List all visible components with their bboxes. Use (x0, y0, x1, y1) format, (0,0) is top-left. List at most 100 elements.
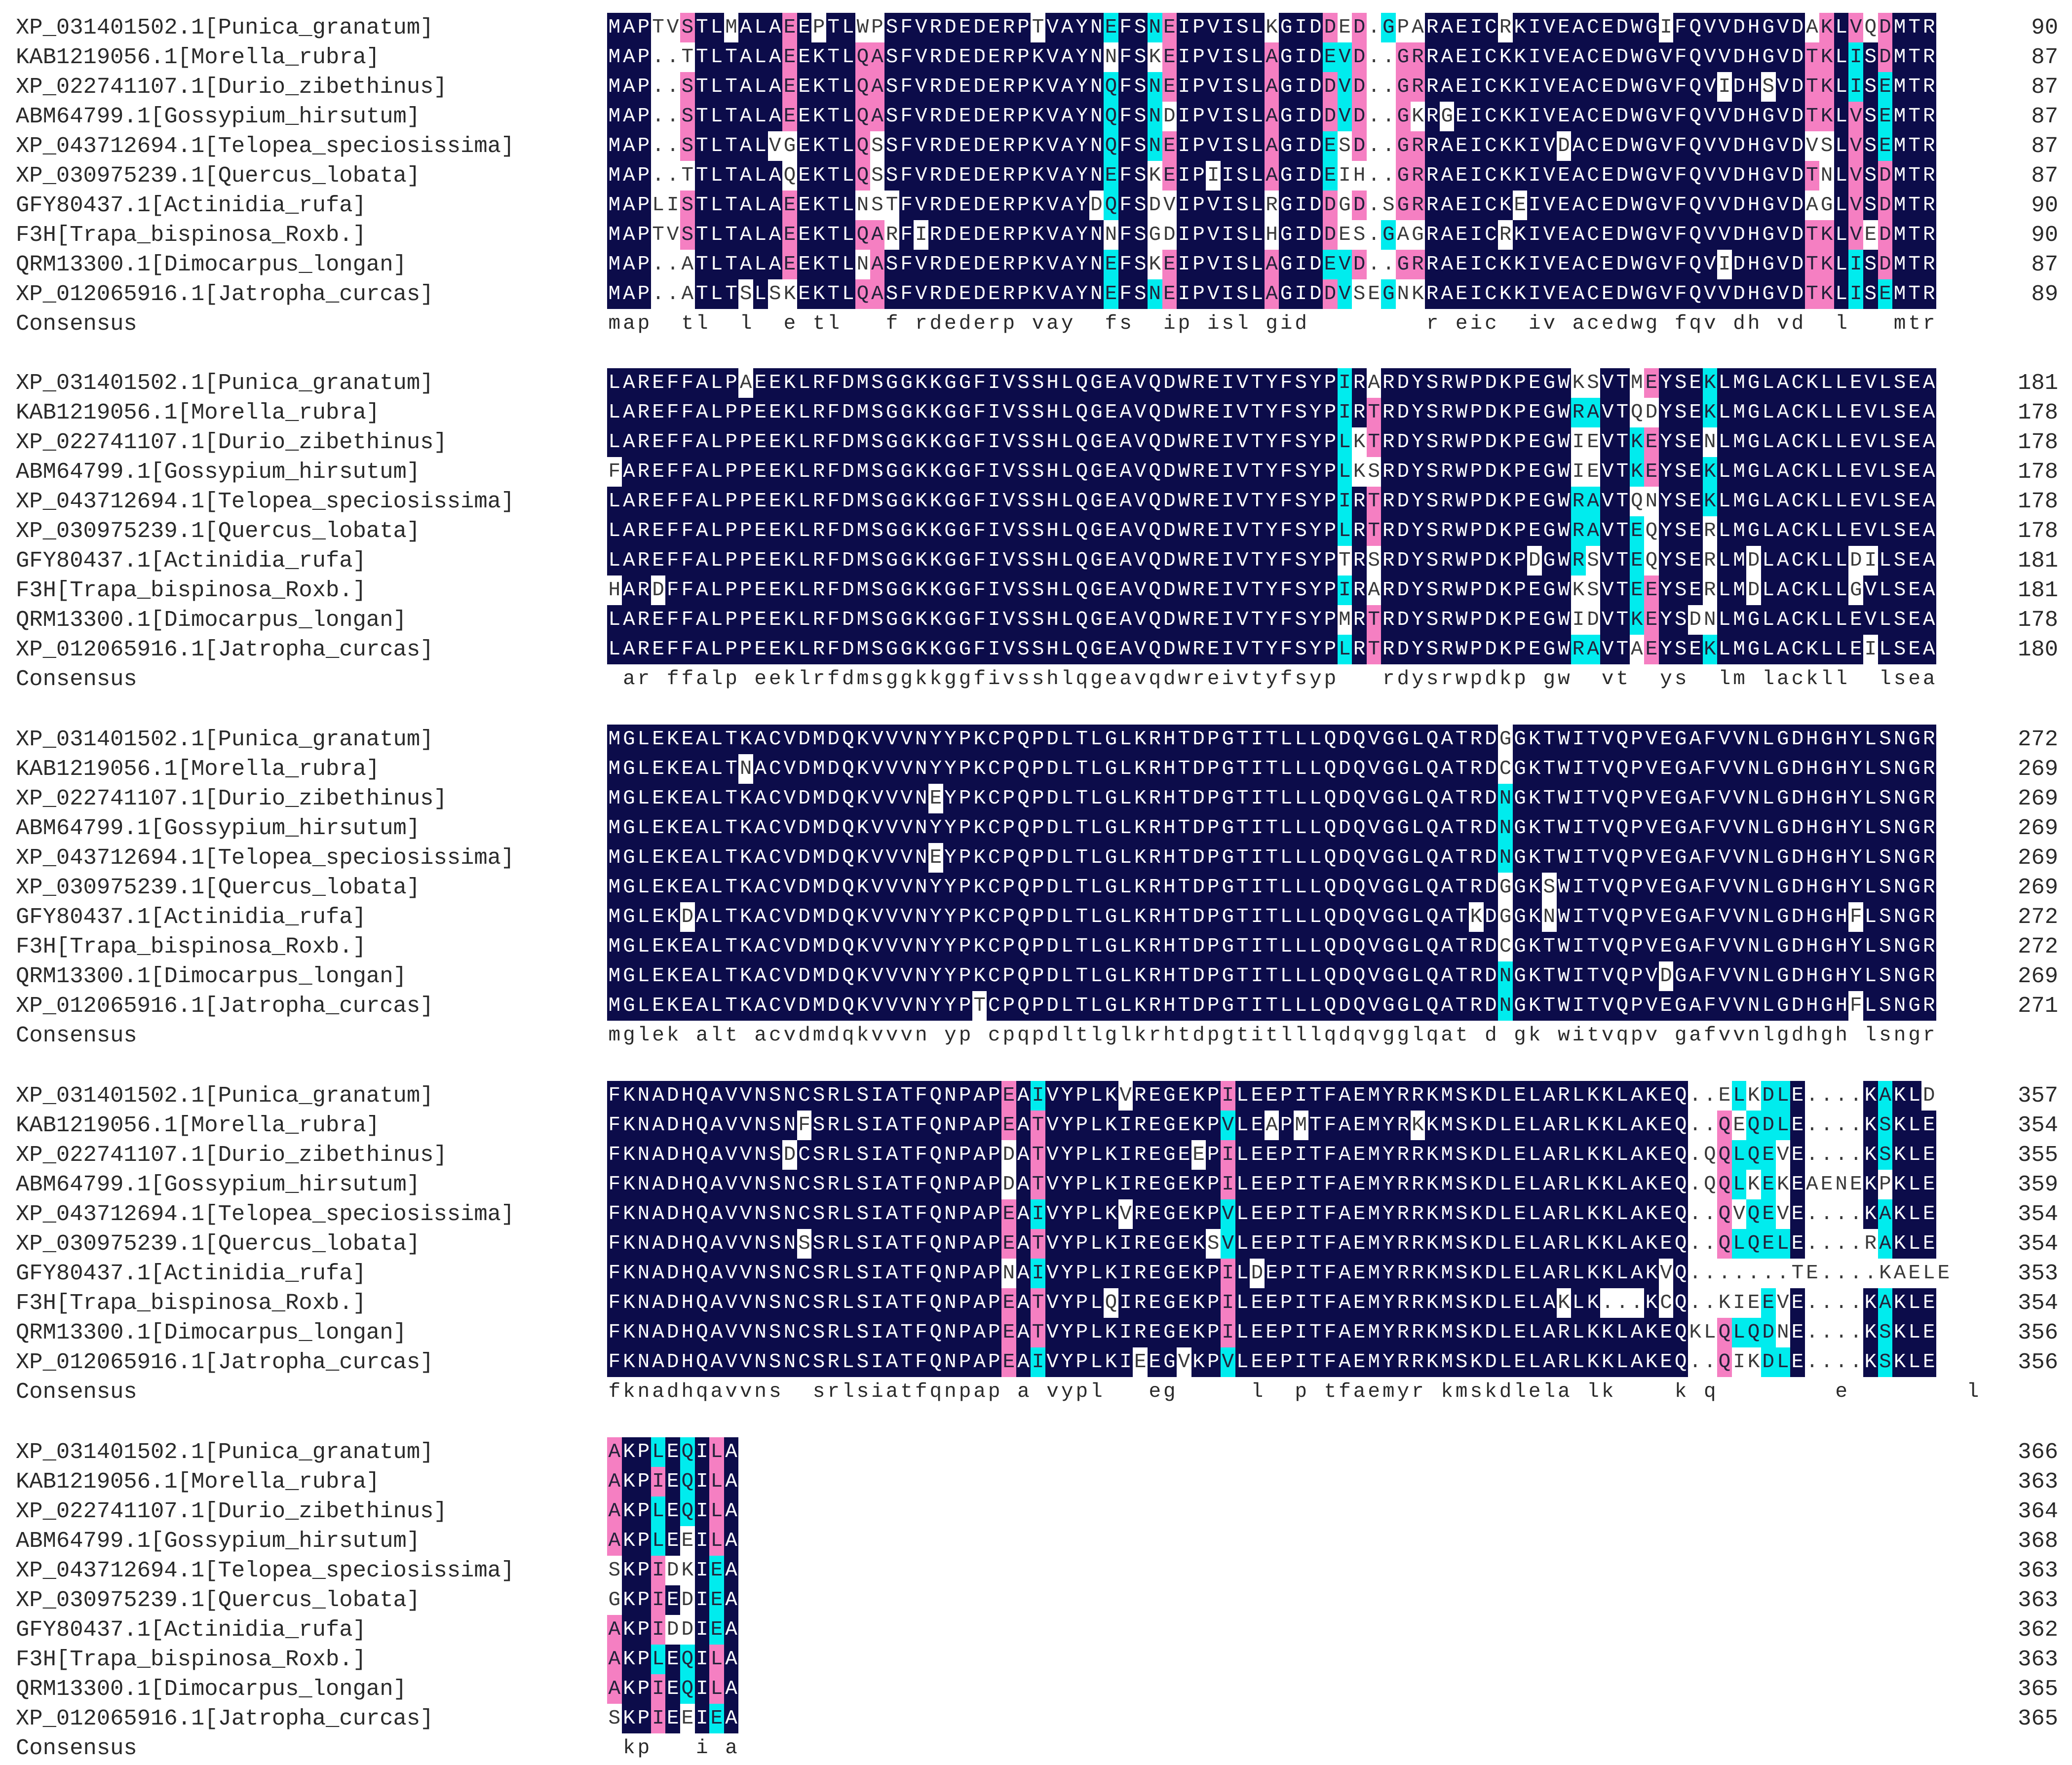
residue: P (1323, 487, 1338, 516)
residue: C (1483, 42, 1498, 72)
consensus-residue (1381, 309, 1396, 339)
residue: H (1045, 605, 1060, 635)
residue: D (1483, 1199, 1498, 1229)
consensus-residue: l (1879, 668, 1891, 691)
consensus-residue: g (1163, 1381, 1176, 1403)
residue: L (1819, 457, 1834, 487)
residue: A (680, 250, 695, 279)
consensus-residue: l (1835, 668, 1847, 691)
residue: K (928, 635, 943, 664)
residue: L (1834, 102, 1849, 131)
residue: F (1279, 427, 1294, 457)
residue: T (1614, 487, 1630, 516)
residue: V (1045, 279, 1060, 309)
residue: A (1804, 1170, 1820, 1199)
residue: I (1658, 13, 1674, 42)
consensus-residue: d (666, 1381, 679, 1403)
residue: K (1863, 1318, 1878, 1347)
residue: R (1921, 42, 1937, 72)
residue: K (1600, 1081, 1615, 1111)
residue: Q (1614, 725, 1630, 754)
consensus-residue: p (1514, 668, 1526, 691)
residue: L (1571, 1229, 1586, 1259)
residue: G (1761, 220, 1776, 250)
position-number: 363 (2018, 1647, 2058, 1672)
residue: A (1264, 42, 1279, 72)
residue: V (1717, 784, 1732, 813)
residue: V (782, 991, 797, 1021)
residue: F (826, 576, 841, 605)
residue: . (651, 250, 666, 279)
residue: S (1863, 102, 1878, 131)
residue: L (1410, 784, 1425, 813)
residue: K (972, 813, 987, 843)
residue: P (636, 1704, 651, 1733)
consensus-residue: q (1353, 1024, 1366, 1047)
residue: C (767, 813, 783, 843)
residue: T (826, 161, 841, 191)
consensus-residue (1630, 1377, 1645, 1407)
consensus-residue: l (696, 312, 708, 335)
residue: G (1775, 843, 1791, 873)
residue: V (1848, 13, 1864, 42)
residue: P (1279, 1111, 1294, 1140)
residue: I (870, 1229, 885, 1259)
consensus-residue (1396, 309, 1411, 339)
residue: T (1074, 813, 1089, 843)
residue: G (621, 991, 637, 1021)
residue: L (1761, 932, 1776, 961)
species-label: ABM64799.1[Gossypium_hirsutum] (16, 1528, 421, 1554)
residue: A (709, 1111, 724, 1140)
residue: V (1600, 605, 1615, 635)
position-number: 354 (2018, 1113, 2058, 1138)
residue: . (1366, 102, 1381, 131)
consensus-residue (1498, 309, 1513, 339)
residue: I (1469, 42, 1484, 72)
consensus-label: Consensus (16, 666, 137, 692)
residue: C (1790, 457, 1805, 487)
residue: G (1089, 368, 1104, 398)
residue: P (958, 1170, 972, 1199)
residue: P (1323, 457, 1338, 487)
residue: G (1775, 725, 1791, 754)
residue: L (1337, 516, 1352, 546)
consensus-residue: l (1251, 1381, 1264, 1403)
consensus-residue (1279, 1377, 1294, 1407)
residue: G (1381, 279, 1396, 309)
residue: P (958, 725, 972, 754)
consensus-residue: s (856, 1381, 869, 1403)
residue: R (1352, 546, 1367, 576)
residue: D (1483, 1140, 1498, 1170)
residue: I (651, 1704, 666, 1733)
residue: M (1892, 42, 1907, 72)
consensus-residue (841, 309, 856, 339)
residue: Y (1410, 576, 1425, 605)
residue: E (665, 1496, 680, 1526)
residue: V (1731, 784, 1747, 813)
consensus-residue: d (1163, 668, 1176, 691)
residue: Q (1746, 1111, 1761, 1140)
residue: I (987, 576, 1002, 605)
residue: S (1235, 191, 1250, 220)
residue: Q (1323, 754, 1338, 784)
residue: G (1644, 13, 1659, 42)
residue: Q (841, 784, 856, 813)
residue: G (943, 398, 958, 427)
residue: E (1629, 516, 1645, 546)
residue: N (636, 1259, 651, 1288)
residue: G (884, 635, 899, 664)
residue: P (636, 102, 651, 131)
residue: T (1177, 813, 1191, 843)
residue: N (782, 1318, 797, 1347)
residue: C (797, 1170, 812, 1199)
consensus-residue: g (1543, 668, 1556, 691)
residue: D (1483, 961, 1498, 991)
residue: H (1162, 784, 1177, 813)
residue: V (782, 843, 797, 873)
residue: E (1250, 1229, 1265, 1259)
residue: A (694, 932, 710, 961)
residue: L (1060, 784, 1074, 813)
residue: D (1731, 72, 1747, 102)
residue: M (607, 725, 622, 754)
